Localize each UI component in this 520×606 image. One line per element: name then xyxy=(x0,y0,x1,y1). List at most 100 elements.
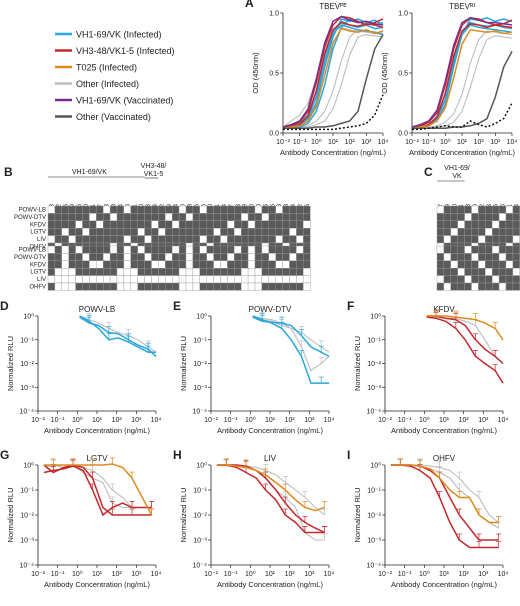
x-tick-label: 10¹ xyxy=(265,417,276,424)
heatmap-cell xyxy=(68,227,76,236)
heatmap-cell xyxy=(75,245,83,254)
series-line-other_vaccinated xyxy=(283,34,384,129)
heatmap-cell xyxy=(171,227,180,236)
panel-a-tbev-ri-chart: TBEVᴿᴵ 10⁻² 10⁻¹ 10⁰ 10¹ 10² 10³ 10⁴ 0.0 0.5 1.0 An… xyxy=(380,2,517,157)
chart-title: LGTV xyxy=(87,454,109,463)
y-tick-label: 10⁰ xyxy=(196,313,207,321)
series-line-vh348_infected xyxy=(426,315,504,365)
heatmap-cell xyxy=(130,245,138,254)
heatmap-cell xyxy=(254,220,263,229)
chart-title: TBEVᴿᴵ xyxy=(449,2,475,11)
virus-label: LIV xyxy=(37,277,46,283)
heatmap-cell xyxy=(498,245,507,254)
heatmap-cell xyxy=(247,253,256,261)
series-line-other_infected xyxy=(252,316,330,353)
heatmap-cell xyxy=(137,213,145,221)
heatmap-cell xyxy=(485,220,493,229)
heatmap-cell xyxy=(123,213,132,221)
y-axis-label: Normalized RLU xyxy=(179,487,188,542)
heatmap-cell xyxy=(240,220,249,229)
heatmap-cell xyxy=(165,227,173,236)
heatmap-cell xyxy=(171,275,180,284)
heatmap-cell xyxy=(192,227,200,236)
heatmap-cell xyxy=(178,275,187,284)
heatmap-cell xyxy=(261,213,269,221)
heatmap-cell xyxy=(75,253,83,261)
virus-label: LGTV xyxy=(30,230,46,236)
heatmap-cell xyxy=(247,282,256,291)
heatmap-cell xyxy=(54,275,63,284)
heatmap-cell xyxy=(492,220,500,229)
heatmap-cell xyxy=(436,282,445,291)
heatmap-cell xyxy=(478,275,486,284)
x-tick-label: 10⁻² xyxy=(31,417,45,424)
series-line-t025_infected xyxy=(43,463,153,516)
heatmap-cell xyxy=(296,253,304,261)
heatmap-cell xyxy=(282,253,290,261)
heatmap-cell xyxy=(137,235,145,244)
heatmap-cell xyxy=(505,235,514,244)
series-line-vh169_vaccinated xyxy=(282,15,384,128)
heatmap-cell xyxy=(227,253,235,261)
heatmap-cell xyxy=(457,245,465,254)
x-tick-label: 10¹ xyxy=(328,139,339,146)
heatmap-cell xyxy=(234,268,242,276)
legend-label: T025 (Infected) xyxy=(76,63,137,73)
heatmap-cell xyxy=(464,235,472,244)
heatmap-cell xyxy=(296,235,304,244)
heatmap-cell xyxy=(130,213,138,221)
heatmap-cell xyxy=(116,245,125,254)
heatmap-cell xyxy=(151,220,159,229)
heatmap-cell xyxy=(185,227,194,236)
heatmap-cell xyxy=(171,213,180,221)
panel-letter: G xyxy=(0,448,9,462)
heatmap-cell xyxy=(254,268,263,276)
heatmap-cell xyxy=(234,235,242,244)
heatmap-cell xyxy=(268,275,276,284)
heatmap-cell xyxy=(247,275,256,284)
series-line-vh169_infected xyxy=(252,315,329,384)
x-tick-label: 10⁻¹ xyxy=(398,417,412,424)
heatmap-cell xyxy=(268,260,276,269)
heatmap-cell xyxy=(213,220,221,229)
heatmap-cell xyxy=(213,213,221,221)
heatmap-cell xyxy=(165,213,173,221)
heatmap-cell xyxy=(485,205,493,214)
heatmap-cell xyxy=(47,213,56,221)
heatmap-cell xyxy=(261,245,269,254)
heatmap-cell xyxy=(116,260,125,269)
heatmap-cell xyxy=(61,253,69,261)
heatmap-cell xyxy=(296,205,304,214)
heatmap-cell xyxy=(213,235,221,244)
group-label: VK1-5 xyxy=(144,171,164,178)
heatmap-cell xyxy=(443,260,451,269)
heatmap-cell xyxy=(75,213,83,221)
heatmap-cell xyxy=(75,268,83,276)
heatmap-cell xyxy=(234,282,242,291)
heatmap-cell xyxy=(505,213,514,221)
heatmap-cell xyxy=(192,253,200,261)
y-tick-label: 1.0 xyxy=(269,11,279,18)
heatmap-cell xyxy=(158,235,166,244)
heatmap-cell xyxy=(268,220,276,229)
heatmap-cell xyxy=(268,205,276,214)
heatmap-cell xyxy=(151,205,159,214)
heatmap-cell xyxy=(137,253,145,261)
heatmap-cell xyxy=(185,205,194,214)
x-tick-label: 10² xyxy=(459,571,470,578)
heatmap-cell xyxy=(151,275,159,284)
heatmap-cell xyxy=(505,205,514,214)
y-tick-label: 10⁻³ xyxy=(367,385,381,392)
heatmap-cell xyxy=(303,227,311,236)
heatmap-cell xyxy=(303,245,311,254)
heatmap-cell xyxy=(82,275,90,284)
x-tick-label: 10⁰ xyxy=(72,570,83,578)
heatmap-cell xyxy=(206,282,214,291)
heatmap-cell xyxy=(457,205,465,214)
x-tick-label: 10⁴ xyxy=(507,139,518,146)
heatmap-cell xyxy=(268,227,276,236)
heatmap-cell xyxy=(116,268,125,276)
series-line-vh348_infected xyxy=(426,316,504,384)
heatmap-cell xyxy=(464,260,472,269)
heatmap-cell xyxy=(137,260,145,269)
